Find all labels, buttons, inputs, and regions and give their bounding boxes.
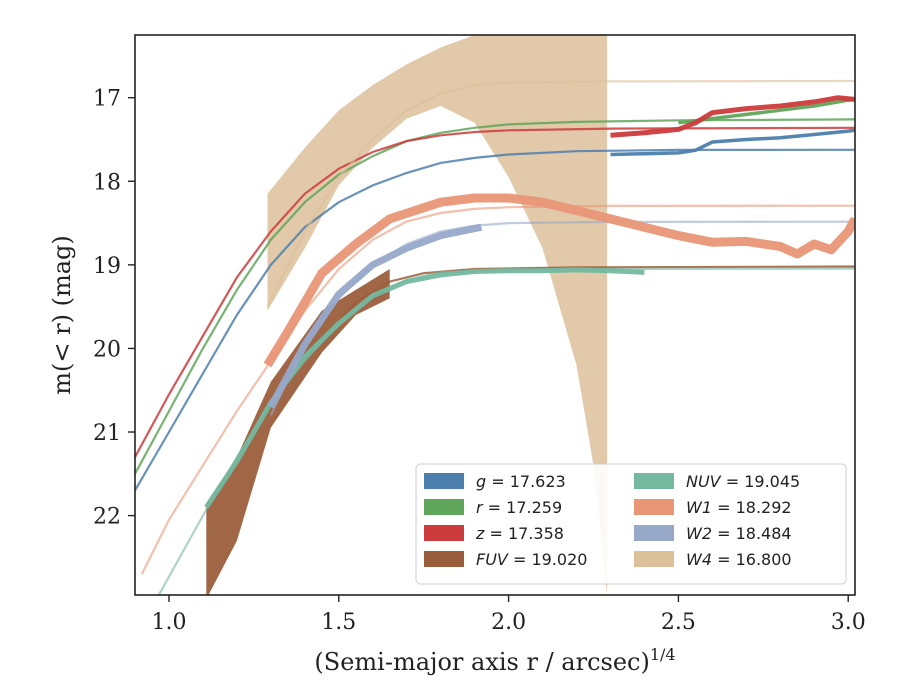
legend-label-w1: W1 = 18.292	[686, 498, 792, 517]
y-tick-label: 20	[93, 337, 121, 362]
legend-swatch-z	[424, 525, 464, 541]
x-tick-label: 2.5	[661, 610, 696, 635]
g-model-curve	[135, 148, 855, 492]
legend-label-w2: W2 = 18.484	[686, 524, 792, 543]
y-tick-label: 17	[93, 87, 121, 112]
uncertainty-bands	[206, 35, 608, 595]
x-tick-label: 1.5	[321, 610, 356, 635]
legend-label-w4: W4 = 16.800	[686, 550, 792, 569]
legend-swatch-r	[424, 499, 464, 515]
x-axis-label-text: (Semi-major axis r / arcsec)	[314, 648, 649, 676]
legend-label-r: r = 17.259	[476, 498, 562, 517]
legend-label-z: z = 17.358	[475, 524, 564, 543]
legend-label-g: g = 17.623	[476, 472, 566, 491]
x-axis-label: (Semi-major axis r / arcsec)1/4	[314, 645, 675, 676]
legend-label-nuv: NUV = 19.045	[686, 472, 800, 491]
x-tick-label: 3.0	[831, 610, 866, 635]
w4-uncertainty-band	[267, 35, 608, 595]
legend-swatch-g	[424, 473, 464, 489]
plot-frame	[134, 34, 856, 596]
y-axis-ticks: 17 18 19 20 21 22	[93, 87, 135, 530]
measured-profiles	[204, 95, 855, 509]
legend-swatch-w4	[634, 551, 674, 567]
x-axis-ticks: 1.0 1.5 2.0 2.5 3.0	[151, 595, 866, 635]
legend-swatch-w2	[634, 525, 674, 541]
w1-measured-profile	[263, 193, 855, 368]
w1-model-curve	[140, 204, 855, 575]
z-measured-profile	[610, 95, 855, 138]
r-model-curve	[135, 118, 855, 475]
z-model-curve	[135, 126, 855, 458]
x-tick-label: 2.0	[491, 610, 526, 635]
w4-model-curve	[266, 79, 855, 308]
legend-swatch-fuv	[424, 551, 464, 567]
fuv-uncertainty-band	[206, 269, 390, 595]
x-axis-label-superscript: 1/4	[650, 645, 676, 664]
legend-label-fuv: FUV = 19.020	[476, 550, 587, 569]
y-tick-label: 22	[93, 505, 121, 530]
y-tick-label: 21	[93, 421, 121, 446]
y-tick-label: 19	[93, 254, 121, 279]
legend-swatch-nuv	[634, 473, 674, 489]
x-tick-label: 1.0	[151, 610, 186, 635]
y-axis-label: m(< r) (mag)	[48, 235, 76, 394]
w2-measured-profile	[267, 223, 483, 409]
legend: g = 17.623 r = 17.259 z = 17.358 FUV = 19.0…	[415, 463, 847, 585]
legend-box	[415, 463, 847, 585]
y-tick-label: 18	[93, 170, 121, 195]
g-measured-profile	[610, 128, 855, 157]
legend-swatch-w1	[634, 499, 674, 515]
